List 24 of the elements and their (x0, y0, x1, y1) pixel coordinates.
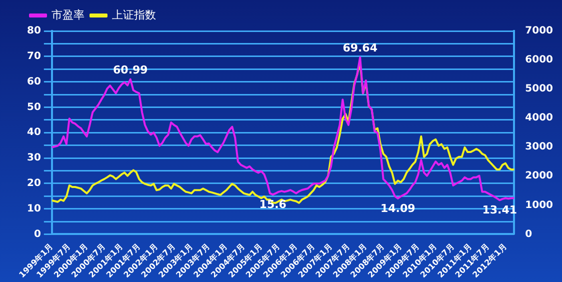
y2-tick-label: 1000 (525, 200, 554, 211)
y2-tick-label: 6000 (525, 54, 554, 66)
legend-label: 市盈率 (52, 8, 84, 22)
y-tick-label: 30 (26, 152, 41, 164)
y2-tick-label: 7000 (525, 26, 554, 37)
legend-label: 上证指数 (112, 8, 156, 22)
y-tick-label: 10 (26, 203, 41, 214)
y-tick-label: 50 (26, 102, 41, 113)
data-label: 15.6 (259, 198, 287, 211)
data-label: 14.09 (380, 202, 416, 215)
data-label: 60.99 (113, 64, 148, 77)
y2-tick-label: 4000 (525, 112, 554, 124)
data-label: 69.64 (342, 42, 378, 55)
y-tick-label: 40 (26, 127, 41, 138)
y2-tick-label: 3000 (525, 142, 554, 153)
y-tick-label: 60 (26, 76, 41, 88)
y2-tick-label: 2000 (525, 170, 554, 182)
data-label: 13.41 (482, 204, 518, 217)
y-tick-label: 0 (34, 228, 41, 240)
y-tick-label: 20 (26, 178, 41, 190)
y-tick-label: 70 (26, 50, 41, 62)
y2-tick-label: 5000 (525, 84, 554, 95)
y-tick-label: 80 (26, 26, 41, 37)
y2-tick-label: 0 (525, 228, 532, 240)
